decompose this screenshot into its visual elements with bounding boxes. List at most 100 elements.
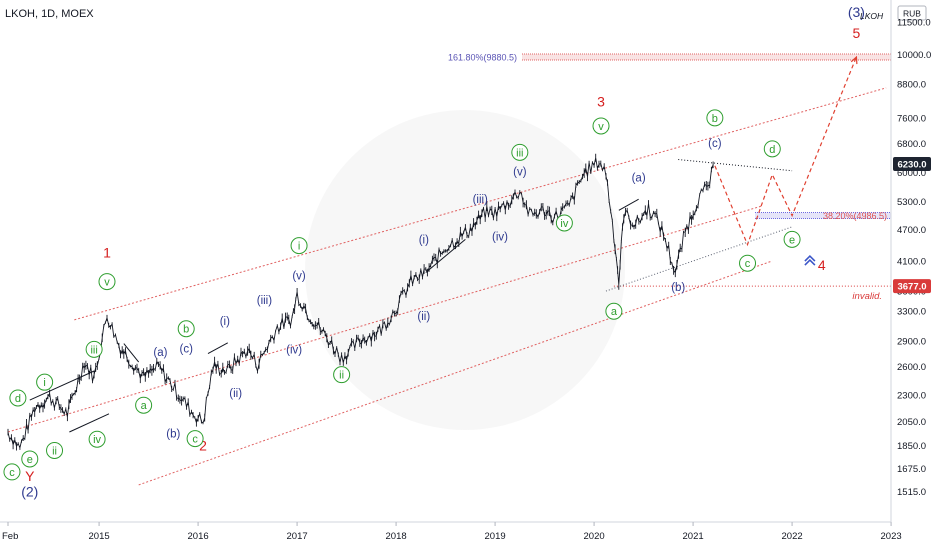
y-tick-label: 11500.0 [897,17,931,28]
corner-ticker: LKOH [860,11,884,21]
wave-label-circle [98,273,116,291]
wave-label: 3 [597,94,605,110]
wave-label-circle [333,366,351,384]
invalid-label: invalid. [852,291,882,302]
price-label-box [893,156,931,171]
wave-label: e [789,234,795,246]
wave-label: ii [52,445,57,457]
wave-label: iii [90,344,97,356]
y-tick-label: 1515.0 [897,487,926,498]
x-axis[interactable]: Feb 2015 2016 2017 2018 2019 2020 2021 2022 2023 [2,522,902,542]
wave-label-circle [186,430,204,448]
currency-badge-label: RUB [903,9,921,19]
y-tick-label: 6000.0 [897,168,926,179]
wave-label: ii [339,370,344,382]
chart-title: LKOH, 1D, MOEX [5,8,94,20]
wave-label: d [769,144,775,156]
plot-area: 161.80%(9880.5) 38.20%(4986.5) invalid. 1 2 3… [3,4,891,500]
wave-label: i [298,241,300,253]
wave-label: (a) [153,347,167,359]
wave-label: a [611,306,618,318]
projection-arrowhead [850,55,858,65]
y-tick-label: 2600.0 [897,362,926,373]
wave-label: (v) [513,167,527,179]
y-axis[interactable]: 11500.0 10000.0 8800.0 7600.0 6800.0 6000.0 53… [893,17,931,498]
y-tick-label: 4700.0 [897,225,926,236]
x-tick-label: Feb [2,531,18,542]
y-tick-label: 2050.0 [897,417,926,428]
subwave-line [618,198,639,211]
wave-label-circle [46,441,64,459]
y-tick-label: 2900.0 [897,337,926,348]
wave-label: e [27,454,33,466]
x-tick-label: 2016 [188,531,209,542]
wave-label-circle [290,237,308,255]
wave-label-circle [706,109,724,127]
wave-label: (ii) [417,311,430,323]
fib-band [755,212,891,219]
y-tick-label: 5300.0 [897,197,926,208]
wave-label-circle [763,140,781,158]
currency-badge[interactable]: RUB [897,5,927,21]
wave-label: 5 [853,25,861,41]
y-tick-label: 3300.0 [897,307,926,318]
x-tick-label: 2019 [485,531,506,542]
subwave-line [207,342,229,354]
x-tick-label: 2017 [287,531,308,542]
y-tick-label: 1675.0 [897,464,926,475]
subwave-line [123,343,140,363]
triangle-upper-line [678,159,793,172]
x-tick-label: 2022 [782,531,803,542]
wave-label-circle [605,302,623,320]
channel-line [138,260,773,486]
subwave-line [425,238,466,273]
wave-label-circle [783,230,801,248]
channel-line [74,87,887,321]
wave-label: 1 [103,245,111,261]
wave-label: v [598,121,604,133]
wave-label: (b) [671,282,685,294]
fib-level-label: 161.80%(9880.5) [448,53,517,63]
y-tick-label: 7600.0 [897,113,926,124]
wave-label: (c) [708,138,722,150]
wave-label-circle [555,214,573,232]
wave-label: (v) [292,270,306,282]
subwave-line [29,370,95,401]
wave-label-circle [9,389,27,407]
x-tick-label: 2023 [881,531,902,542]
wave-label-circle [135,396,153,414]
wave-label: (b) [166,429,180,441]
wave-label-circle [511,143,529,161]
wave-label: c [745,258,751,270]
wave-label: (iii) [473,194,488,206]
y-tick-label: 10000.0 [897,50,931,61]
wave-label: (i) [419,234,429,246]
x-tick-label: 2020 [584,531,605,542]
wave-label: i [43,377,45,389]
wave-label: c [192,434,198,446]
wave-label: b [712,113,718,125]
wave-label-circle [739,254,757,272]
wave-label: (iv) [286,345,302,357]
wave-label-circle [3,463,21,481]
wave-label: iv [93,434,101,446]
wave-label: (a) [632,173,646,185]
wave-label: (2) [21,484,38,500]
wave-label: (iii) [257,295,272,307]
x-tick-label: 2018 [386,531,407,542]
y-tick-label: 4100.0 [897,256,926,267]
double-chevron-up-icon [804,254,816,266]
projection-path [714,56,857,247]
wave-label-circle [177,320,195,338]
currency-badge-box [897,5,927,21]
wave-label-circle [85,340,103,358]
y-tick-label: 8800.0 [897,79,926,90]
wave-label: v [104,277,110,289]
wave-label: a [141,400,148,412]
y-tick-label: 2300.0 [897,390,926,401]
channel-line [7,205,763,433]
wave-label: (c) [179,344,193,356]
wave-label: (i) [220,316,230,328]
